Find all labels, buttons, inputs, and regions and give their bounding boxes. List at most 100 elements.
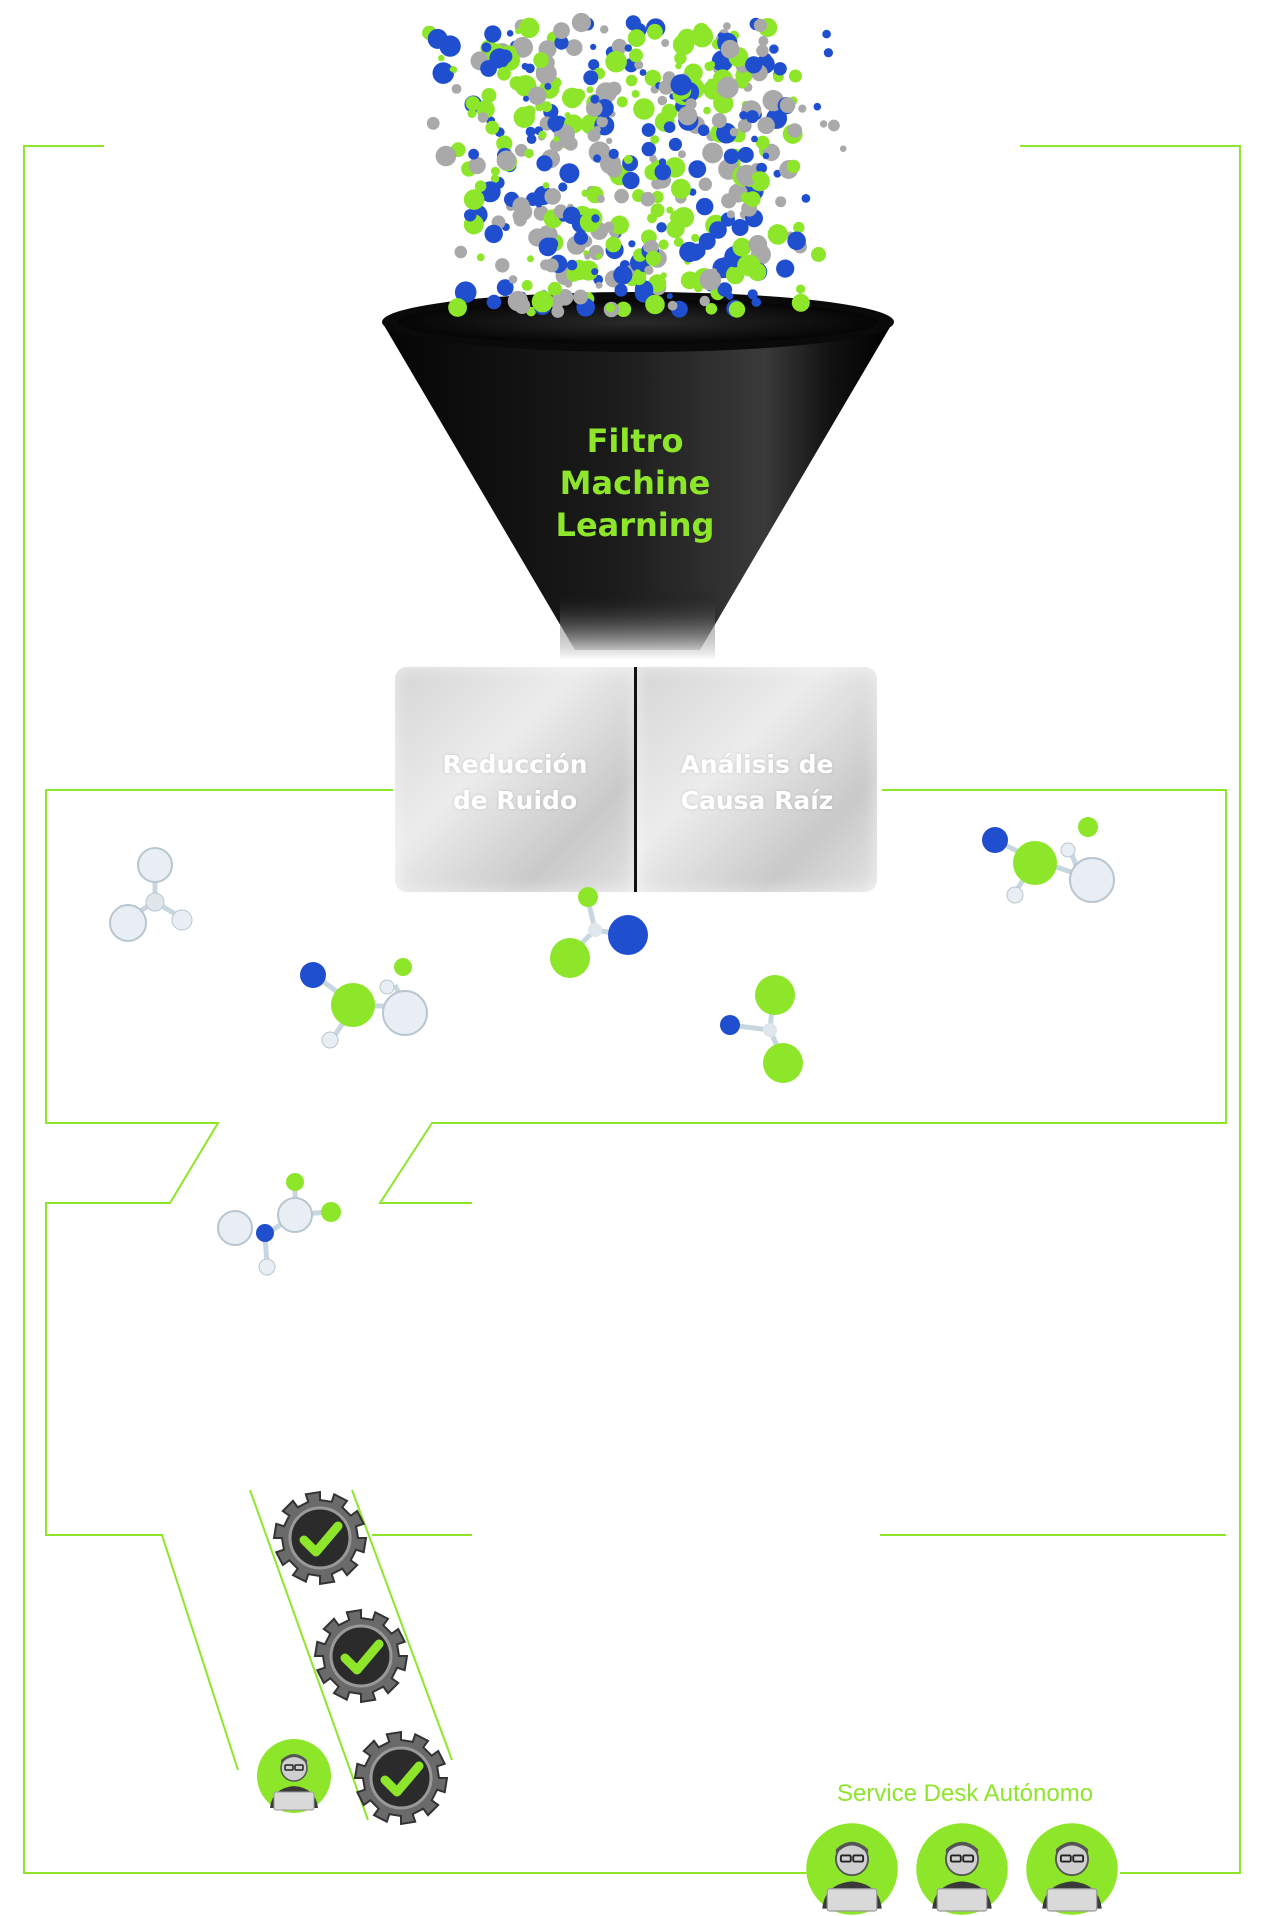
particle <box>584 253 591 260</box>
particle <box>489 48 510 69</box>
particle <box>720 39 740 59</box>
particle <box>755 135 770 150</box>
particle <box>634 269 641 276</box>
particle <box>590 94 600 104</box>
particle <box>521 280 533 291</box>
particle <box>527 255 534 263</box>
particle <box>603 221 615 233</box>
particle <box>764 98 774 109</box>
noise-reduction-label: Reducción de Ruido <box>395 747 635 819</box>
particle <box>544 188 561 205</box>
particle <box>658 239 669 250</box>
particle <box>776 259 795 278</box>
particle <box>660 272 667 279</box>
particle <box>486 294 502 310</box>
card-divider <box>634 667 637 892</box>
particle <box>595 281 603 289</box>
data-particles <box>422 12 847 318</box>
particle <box>583 70 599 86</box>
agent-avatar-icon <box>806 1823 898 1915</box>
particle <box>451 84 462 94</box>
particle <box>627 29 646 47</box>
particle <box>729 127 739 137</box>
root-cause-line-2: Causa Raíz <box>680 786 834 815</box>
particle <box>622 171 640 190</box>
particle <box>615 301 632 317</box>
particle <box>667 300 678 311</box>
particle <box>593 125 601 134</box>
particle <box>526 134 537 144</box>
particle <box>644 69 661 87</box>
particle <box>736 164 758 187</box>
service-desk-label: Service Desk Autónomo <box>836 1780 1094 1807</box>
particle <box>793 221 805 234</box>
particle <box>463 189 485 210</box>
particle <box>596 195 605 203</box>
particle <box>585 100 603 117</box>
particle <box>717 59 724 66</box>
particle <box>607 81 622 97</box>
particle <box>628 240 636 248</box>
particle <box>588 59 600 71</box>
particle <box>640 191 656 207</box>
molecule-icon <box>550 887 648 978</box>
particle <box>535 200 543 208</box>
molecule-icon <box>720 975 803 1083</box>
particle <box>657 95 668 106</box>
particle <box>703 106 711 115</box>
particle <box>677 106 698 126</box>
particle <box>787 231 806 251</box>
particle <box>737 146 754 163</box>
particle <box>739 111 748 120</box>
particle <box>549 138 564 152</box>
particle <box>564 279 573 288</box>
particle <box>454 281 477 304</box>
particle <box>485 120 500 135</box>
particle <box>586 86 594 94</box>
particle <box>697 124 710 137</box>
particle <box>670 210 684 225</box>
particle <box>644 265 654 275</box>
particle <box>647 23 663 40</box>
particle <box>737 118 752 133</box>
particle <box>758 36 769 46</box>
particle <box>606 137 613 145</box>
particle <box>666 206 674 214</box>
particle <box>711 113 727 128</box>
particle <box>650 135 660 144</box>
particle <box>573 230 589 245</box>
particle <box>762 152 770 160</box>
particle <box>786 159 801 174</box>
particle <box>481 42 492 53</box>
particle <box>613 265 633 285</box>
particle <box>756 44 769 57</box>
molecule-icon <box>109 847 193 942</box>
noise-reduction-line-1: Reducción <box>442 750 588 779</box>
particle <box>705 303 718 315</box>
particle <box>490 174 500 183</box>
particle <box>773 62 787 76</box>
particle <box>519 17 540 38</box>
particle <box>689 188 697 196</box>
particle <box>623 155 633 164</box>
particle <box>717 282 733 297</box>
particle <box>605 50 627 73</box>
particle <box>773 169 782 178</box>
particle <box>767 224 788 245</box>
particle <box>528 86 547 105</box>
particle <box>645 294 665 315</box>
particle <box>633 98 655 120</box>
particle <box>524 148 534 159</box>
particle <box>513 106 535 128</box>
particle <box>506 30 514 37</box>
particle <box>573 289 588 305</box>
particle <box>654 163 672 181</box>
particle <box>788 69 802 83</box>
particle <box>699 295 710 307</box>
particle <box>721 193 737 209</box>
particle <box>629 48 643 63</box>
particle <box>670 74 692 96</box>
particle <box>823 48 834 58</box>
particle <box>562 206 581 224</box>
